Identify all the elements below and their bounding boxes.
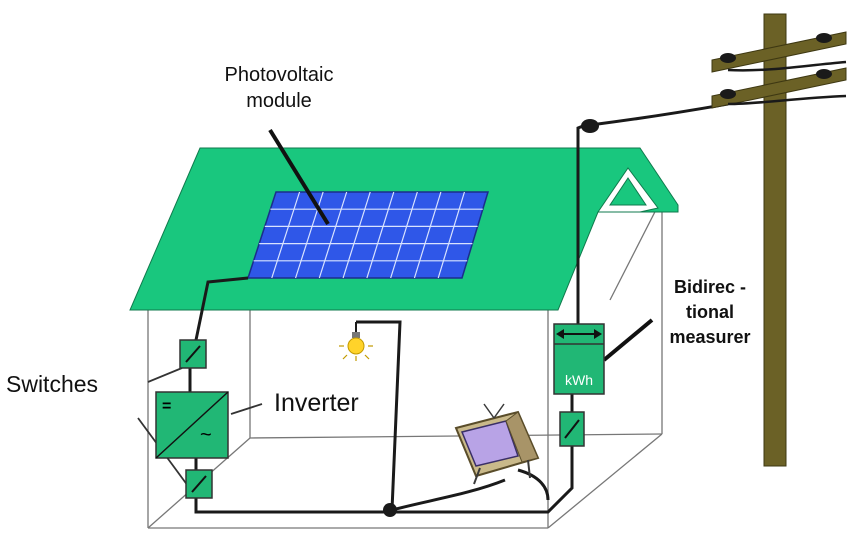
kwh-meter: [553, 323, 605, 395]
solar-panel: [246, 191, 490, 279]
inverter-label: Inverter: [274, 389, 359, 417]
switches-label: Switches: [6, 371, 99, 397]
photovoltaic-label-line2: module: [246, 90, 312, 112]
pointer-lines: [268, 128, 330, 226]
service-insulator: [581, 119, 599, 133]
bidirectional-label-line3: measurer: [669, 327, 751, 347]
house-outline: [147, 197, 663, 529]
photovoltaic-label: Photovoltaic module: [214, 62, 344, 114]
television-icon: [454, 403, 540, 485]
inverter-dc-symbol: =: [162, 398, 172, 415]
inverter-box: [155, 391, 229, 459]
light-bulb-icon: [339, 322, 373, 361]
wire-junction: [383, 503, 397, 517]
switch-upper: [179, 339, 207, 369]
meter-pointer: [602, 318, 654, 362]
bidirectional-label: Bidirec - tional measurer: [660, 275, 760, 350]
bidirectional-label-line1: Bidirec -: [673, 277, 747, 297]
inverter-ac-symbol: ~: [200, 424, 212, 446]
utility-pole: [711, 13, 847, 467]
kwh-label: kWh: [565, 372, 593, 388]
pv-pointer: [268, 128, 330, 226]
bidirectional-label-line2: tional: [686, 302, 734, 322]
photovoltaic-label-line1: Photovoltaic: [224, 64, 334, 86]
switch-meter: [559, 411, 585, 447]
switch-lower: [185, 469, 213, 499]
